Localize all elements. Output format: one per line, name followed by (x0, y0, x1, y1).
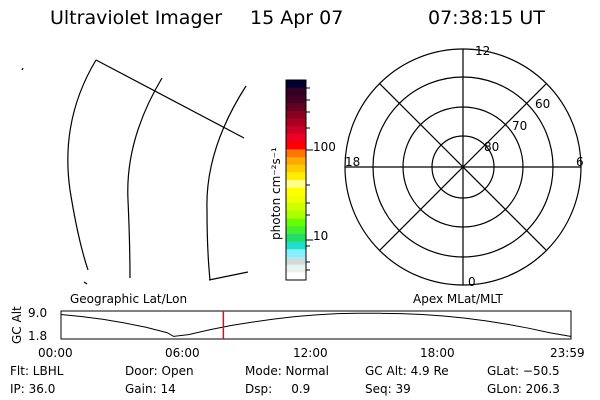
gc-alt-status: GC Alt: 4.9 Re (365, 364, 449, 378)
colorbar-segment (286, 118, 306, 127)
colorbar-segment (286, 233, 306, 243)
colorbar-segment (286, 141, 306, 150)
mlt-diagonal (379, 83, 547, 251)
colorbar-segment (286, 164, 306, 173)
alt-xtick: 12:00 (293, 346, 328, 360)
colorbar-segment (286, 180, 306, 189)
colorbar-segment (286, 149, 306, 158)
colorbar-frame (285, 79, 307, 281)
colorbar (285, 79, 313, 281)
colorbar-segment (286, 95, 306, 104)
lat-label-70: 70 (512, 119, 528, 133)
colorbar-segment (286, 80, 306, 89)
colorbar-segment (286, 156, 306, 166)
colorbar-segment (286, 87, 306, 96)
time-label: 07:38:15 UT (428, 7, 545, 29)
colorbar-segment (286, 256, 306, 266)
mlt-label-6: 6 (576, 155, 584, 169)
geographic-grid (21, 59, 249, 285)
lat-label-80: 80 (484, 140, 500, 154)
ip-status: IP: 36.0 (10, 382, 56, 396)
colorbar-segment (286, 103, 306, 112)
glat-status: GLat: −50.5 (487, 364, 560, 378)
alt-ylabel: GC Alt (10, 306, 24, 344)
mlt-label-12: 12 (475, 44, 491, 58)
alt-xtick: 18:00 (420, 346, 455, 360)
polar-plot (344, 48, 582, 286)
colorbar-tick-100: 100 (313, 140, 336, 154)
date-label: 15 Apr 07 (250, 7, 344, 29)
colorbar-label: photon cm⁻²s⁻¹ (269, 147, 283, 240)
colorbar-segment (286, 272, 306, 281)
colorbar-tick-10: 10 (313, 229, 329, 243)
alt-xtick: 06:00 (165, 346, 200, 360)
seq-status: Seq: 39 (365, 382, 411, 396)
colorbar-segment (286, 264, 306, 273)
colorbar-segment (286, 210, 306, 219)
alt-xtick: 00:00 (38, 346, 73, 360)
alt-ytick-1.8: 1.8 (28, 329, 48, 343)
colorbar-segment (286, 110, 306, 119)
gain-status: Gain: 14 (125, 382, 176, 396)
colorbar-segment (286, 172, 306, 181)
filter-status: Flt: LBHL (10, 364, 64, 378)
colorbar-segment (286, 203, 306, 212)
colorbar-segment (286, 195, 306, 204)
colorbar-segment (286, 241, 306, 250)
lat-label-60: 60 (535, 97, 551, 111)
instrument-title: Ultraviolet Imager (50, 7, 223, 29)
altitude-line (60, 312, 571, 337)
altitude-plot (60, 310, 572, 340)
mode-status: Mode: Normal (245, 364, 329, 378)
colorbar-segment (286, 126, 306, 135)
colorbar-segment (286, 187, 306, 196)
mlt-label-18: 18 (345, 155, 361, 169)
apex-label: Apex MLat/MLT (413, 292, 503, 306)
colorbar-segment (286, 249, 306, 258)
mlt-label-0: 0 (468, 275, 476, 289)
geographic-label: Geographic Lat/Lon (70, 292, 188, 306)
alt-xtick: 23:59 (550, 346, 585, 360)
colorbar-segment (286, 133, 306, 143)
door-status: Door: Open (125, 364, 194, 378)
glon-status: GLon: 206.3 (487, 382, 560, 396)
dsp-status: Dsp: 0.9 (245, 382, 311, 396)
colorbar-segment (286, 226, 306, 235)
alt-ytick-9: 9.0 (28, 306, 48, 320)
colorbar-segment (286, 218, 306, 227)
altitude-frame (60, 310, 572, 340)
